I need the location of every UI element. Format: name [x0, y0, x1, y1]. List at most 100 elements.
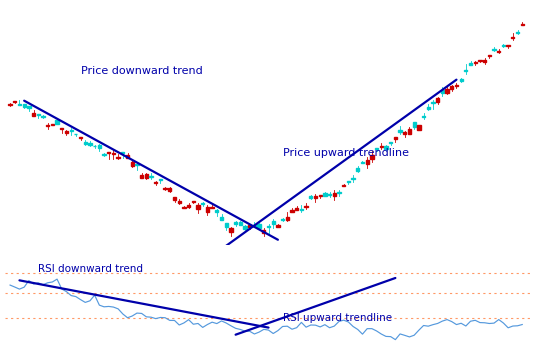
Bar — [342, 185, 345, 186]
Bar — [224, 223, 228, 228]
Bar — [206, 207, 209, 212]
Bar — [50, 124, 54, 125]
Bar — [159, 179, 162, 181]
Bar — [366, 160, 369, 164]
Bar — [460, 79, 463, 82]
Bar — [417, 125, 420, 130]
Bar — [243, 226, 246, 229]
Bar — [483, 60, 487, 63]
Bar — [220, 217, 223, 219]
Bar — [154, 182, 157, 183]
Bar — [168, 188, 171, 191]
Bar — [117, 157, 120, 158]
Bar — [337, 191, 340, 193]
Bar — [234, 222, 237, 224]
Bar — [474, 62, 477, 63]
Bar — [182, 207, 186, 208]
Bar — [422, 116, 425, 117]
Bar — [375, 148, 378, 149]
Bar — [394, 137, 397, 139]
Bar — [107, 152, 111, 153]
Bar — [356, 168, 359, 171]
Bar — [187, 205, 190, 207]
Bar — [192, 201, 195, 202]
Bar — [197, 205, 200, 209]
Bar — [309, 196, 313, 198]
Bar — [126, 155, 129, 158]
Bar — [502, 45, 505, 47]
Bar — [23, 104, 26, 107]
Bar — [65, 131, 68, 133]
Bar — [398, 130, 402, 132]
Bar — [69, 130, 73, 132]
Bar — [286, 217, 289, 220]
Bar — [408, 129, 411, 134]
Bar — [13, 101, 17, 102]
Text: Price downward trend: Price downward trend — [81, 66, 202, 76]
Bar — [103, 154, 106, 155]
Bar — [211, 207, 214, 208]
Bar — [380, 146, 383, 147]
Bar — [201, 203, 205, 204]
Bar — [257, 224, 261, 228]
Bar — [426, 107, 430, 109]
Bar — [328, 194, 331, 195]
Bar — [27, 106, 31, 108]
Bar — [441, 90, 444, 93]
Bar — [140, 175, 143, 178]
Bar — [516, 32, 519, 33]
Bar — [445, 89, 449, 93]
Bar — [276, 225, 280, 227]
Bar — [323, 193, 326, 196]
Bar — [18, 104, 21, 105]
Bar — [478, 60, 482, 61]
Bar — [431, 103, 434, 104]
Bar — [149, 176, 153, 177]
Bar — [60, 128, 63, 129]
Bar — [144, 174, 148, 178]
Bar — [332, 193, 336, 196]
Bar — [46, 125, 49, 126]
Bar — [130, 162, 134, 167]
Bar — [497, 51, 500, 52]
Bar — [173, 197, 176, 200]
Bar — [79, 137, 82, 138]
Bar — [98, 145, 101, 148]
Bar — [436, 98, 439, 103]
Bar — [318, 195, 322, 196]
Bar — [37, 114, 40, 115]
Bar — [403, 132, 407, 134]
Text: RSI downward trend: RSI downward trend — [38, 264, 143, 274]
Bar — [178, 201, 181, 203]
Text: Price upward trendline: Price upward trendline — [282, 148, 409, 158]
Bar — [488, 55, 491, 56]
Bar — [121, 152, 125, 153]
Bar — [511, 37, 514, 38]
Bar — [520, 23, 524, 25]
Bar — [506, 45, 510, 46]
Bar — [272, 222, 275, 224]
Bar — [88, 144, 92, 145]
Bar — [9, 104, 12, 105]
Bar — [267, 225, 270, 227]
Bar — [215, 210, 219, 212]
Bar — [238, 222, 242, 225]
Bar — [163, 188, 167, 189]
Bar — [291, 210, 294, 212]
Bar — [304, 206, 308, 207]
Bar — [135, 164, 139, 165]
Bar — [469, 63, 472, 65]
Bar — [412, 122, 416, 127]
Bar — [384, 146, 388, 149]
Bar — [248, 225, 251, 228]
Bar — [450, 86, 453, 89]
Bar — [32, 113, 35, 116]
Bar — [389, 142, 393, 143]
Bar — [370, 155, 374, 159]
Bar — [300, 209, 303, 210]
Bar — [55, 120, 59, 124]
Bar — [314, 196, 317, 198]
Bar — [229, 229, 233, 232]
Bar — [492, 49, 496, 50]
Bar — [262, 230, 265, 233]
